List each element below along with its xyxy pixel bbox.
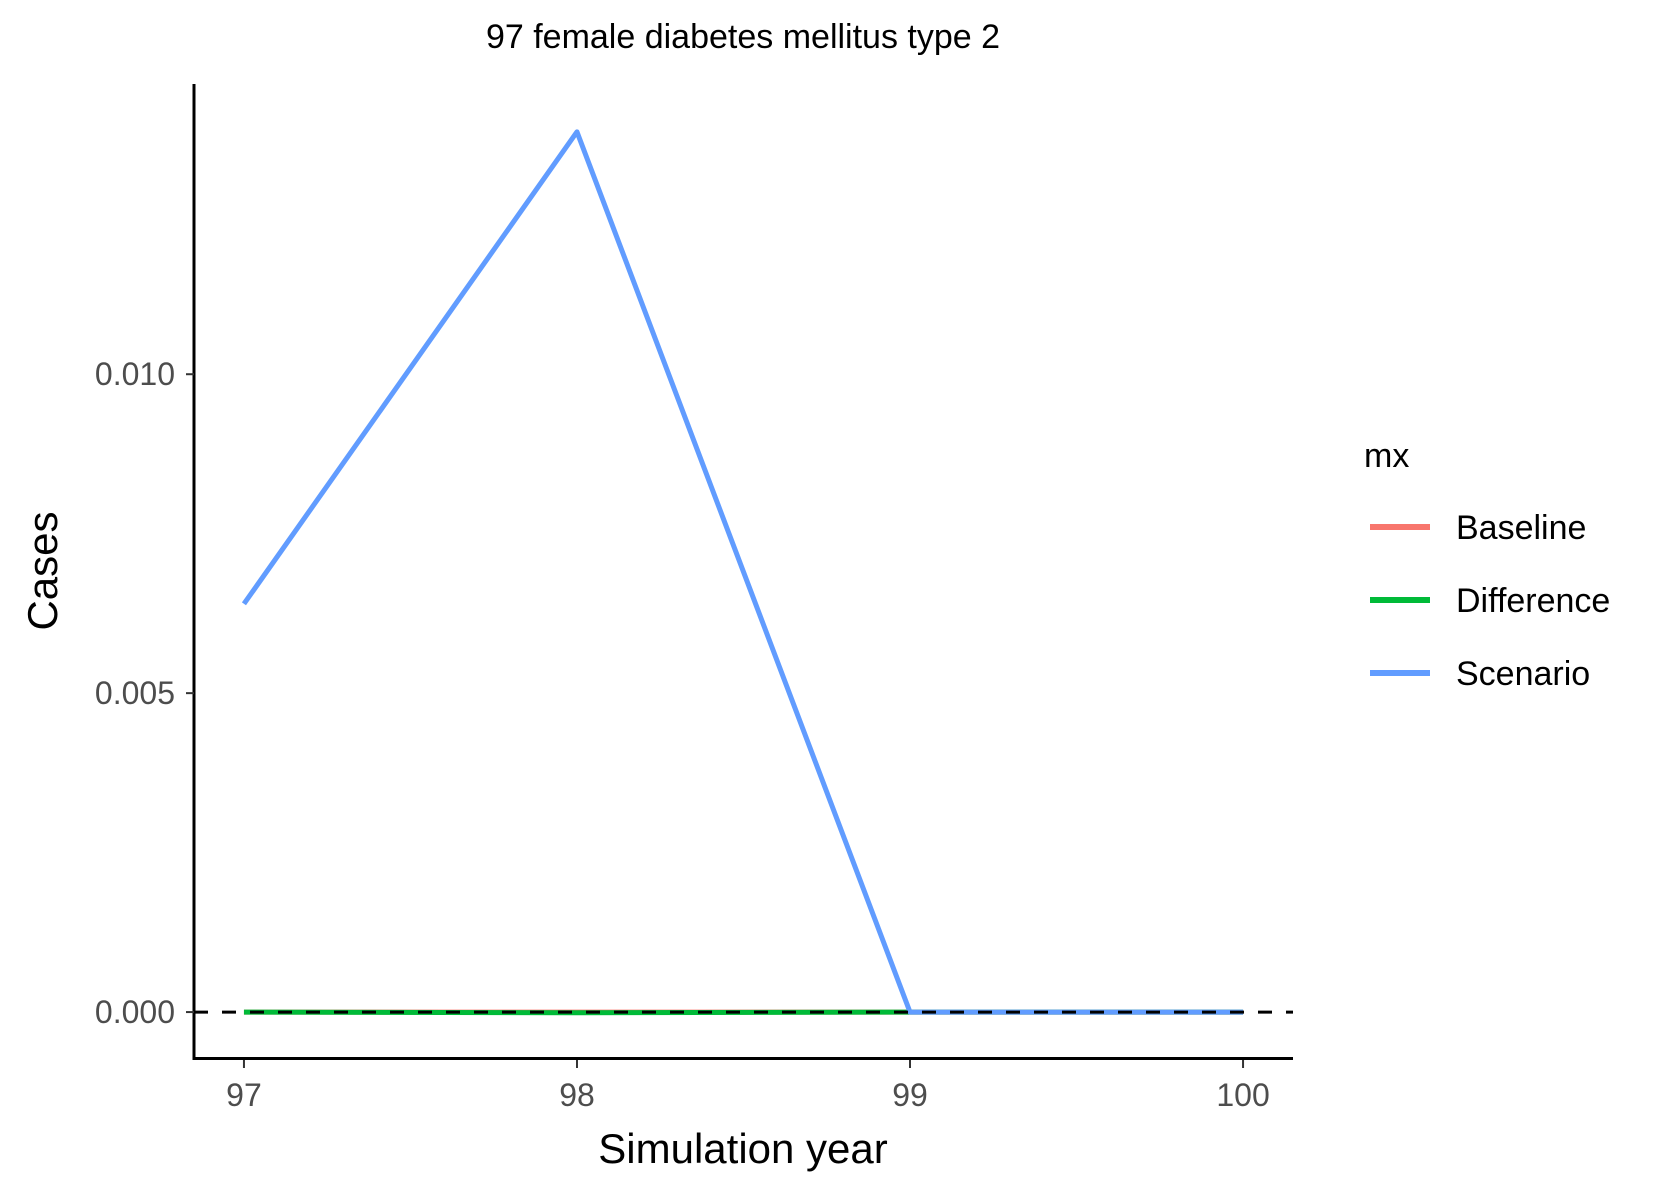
legend-label-difference: Difference: [1456, 582, 1610, 620]
legend-items: Baseline Difference Scenario: [1370, 509, 1610, 693]
legend-label-baseline: Baseline: [1456, 509, 1586, 547]
legend: mx Baseline Difference Scenario: [1364, 437, 1610, 693]
series-line-scenario: [241, 129, 1244, 1015]
x-tick-label: 100: [1216, 1077, 1269, 1113]
y-tick-label: 0.005: [95, 675, 175, 711]
x-tick-label: 97: [226, 1077, 262, 1113]
y-axis-ticks: 0.000 0.005 0.010: [95, 356, 194, 1030]
x-axis-title: Simulation year: [598, 1125, 887, 1172]
y-tick-label: 0.000: [95, 994, 175, 1030]
y-axis-title: Cases: [19, 511, 66, 630]
chart-title: 97 female diabetes mellitus type 2: [486, 18, 1000, 56]
x-tick-label: 99: [892, 1077, 928, 1113]
legend-label-scenario: Scenario: [1456, 655, 1590, 693]
legend-title: mx: [1364, 437, 1409, 475]
plot-area: [194, 129, 1293, 1016]
y-tick-label: 0.010: [95, 356, 175, 392]
x-axis-ticks: 97 98 99 100: [226, 1060, 1270, 1113]
x-tick-label: 98: [559, 1077, 595, 1113]
